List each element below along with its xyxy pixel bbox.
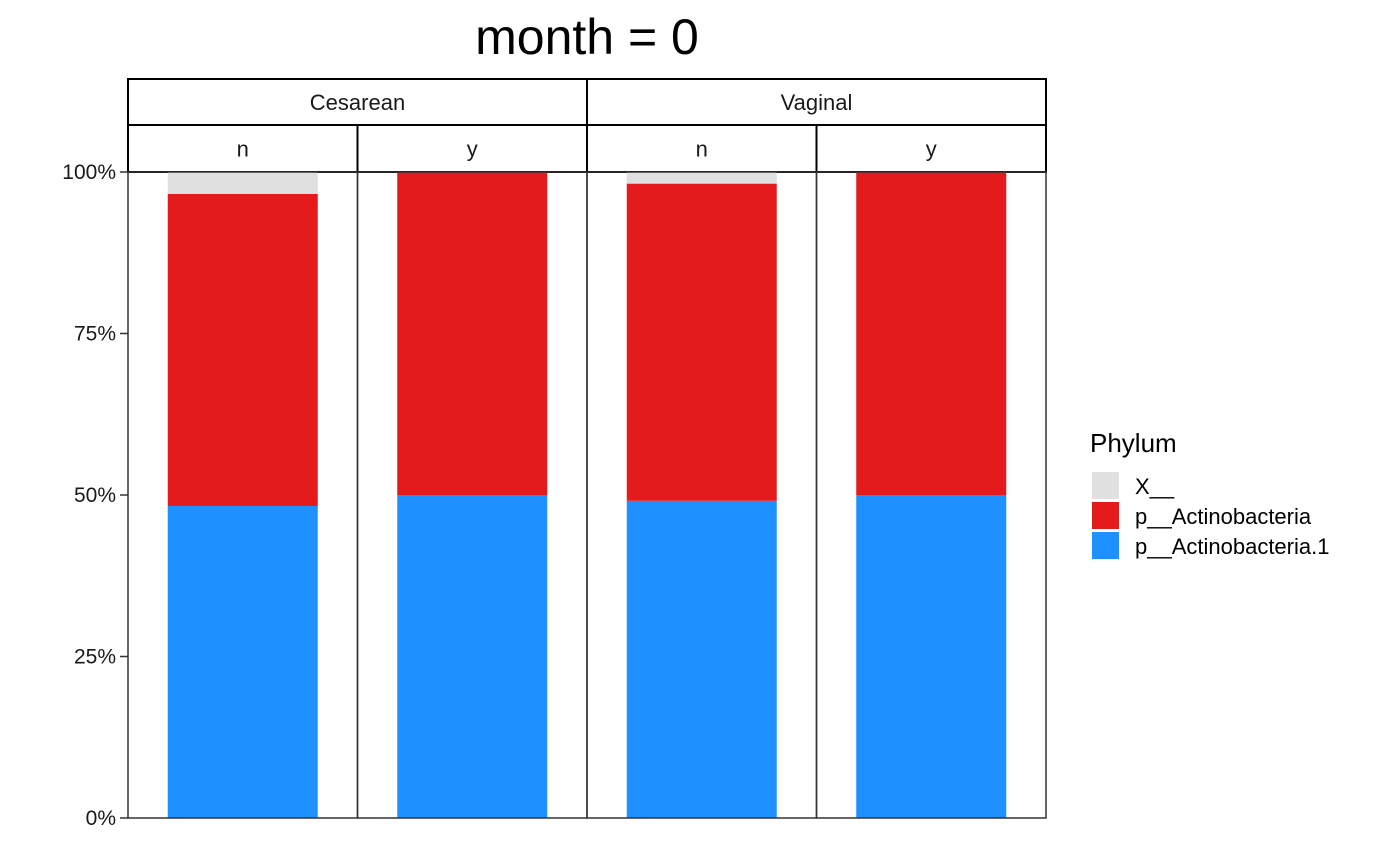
legend-swatch (1092, 532, 1119, 559)
bar-segment (626, 500, 777, 818)
y-tick-label: 50% (74, 484, 116, 507)
facet-strip-group-label: Cesarean (310, 90, 405, 115)
facet-strip-subgroup-label: y (467, 137, 478, 162)
legend: Phylum X__ p__Actinobacteria p__Actinobact… (1090, 428, 1329, 559)
y-axis: 0% 25% 50% 75% 100% (62, 161, 128, 830)
facet-strip-group (127, 78, 588, 126)
legend-label: p__Actinobacteria (1135, 504, 1312, 529)
bar-segment (167, 193, 318, 506)
facet-strip-group (586, 78, 1047, 126)
y-tick-label: 0% (86, 807, 116, 830)
bar-segment (167, 505, 318, 818)
y-tick-label: 100% (62, 161, 116, 184)
facet-strip-group-label: Vaginal (781, 90, 853, 115)
facet-panel-border (815, 171, 1047, 819)
bar-segment (626, 183, 777, 501)
bar-segment (856, 172, 1007, 495)
bar-segment (397, 172, 548, 495)
legend-swatch (1092, 472, 1119, 499)
bar-segment (856, 495, 1007, 818)
facet-strips: Cesarean n y Vaginal n y (127, 78, 1047, 173)
facet-strip-subgroup (127, 124, 359, 173)
facet-strip-subgroup-label: n (237, 137, 249, 162)
bar-segment (167, 172, 318, 194)
facet-strip-subgroup-label: y (926, 137, 937, 162)
facet-strip-subgroup-label: n (696, 137, 708, 162)
bar-segment (397, 495, 548, 818)
legend-swatch (1092, 502, 1119, 529)
legend-title: Phylum (1090, 428, 1177, 458)
facet-panels (127, 171, 1047, 819)
chart-title: month = 0 (475, 9, 699, 65)
legend-label: p__Actinobacteria.1 (1135, 534, 1329, 559)
y-tick-label: 25% (74, 646, 116, 669)
bar-segment (626, 172, 777, 184)
y-tick-label: 75% (74, 323, 116, 346)
facet-strip-subgroup (815, 124, 1047, 173)
legend-label: X__ (1135, 474, 1175, 499)
